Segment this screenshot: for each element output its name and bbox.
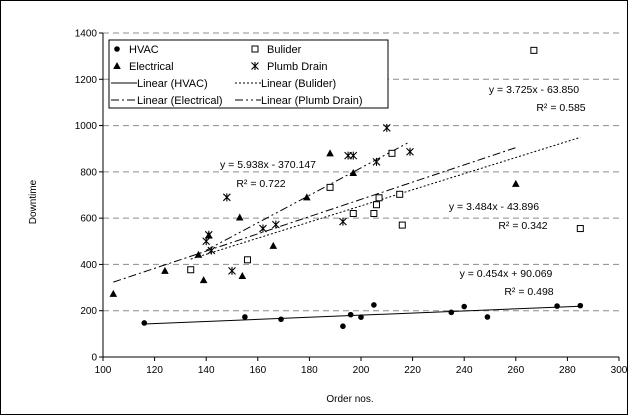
trendline-equation-1: y = 5.938x - 370.147 <box>220 159 316 171</box>
point-plumb-drain-1 <box>204 230 213 239</box>
point-electrical-7 <box>269 241 278 249</box>
x-tick-label-240: 240 <box>456 365 473 376</box>
trendline-r2-0: R² = 0.585 <box>536 102 585 114</box>
legend-label-hvac: HVAC <box>129 44 159 56</box>
point-electrical-8 <box>303 193 311 201</box>
trendline-bulider <box>190 136 581 260</box>
point-hvac-6 <box>371 302 377 308</box>
point-plumb-drain-3 <box>222 193 231 202</box>
point-electrical-3 <box>199 276 208 284</box>
y-tick-label-1200: 1200 <box>75 75 98 86</box>
data-points <box>109 46 584 330</box>
point-bulider-3 <box>349 210 357 218</box>
point-hvac-7 <box>448 309 455 316</box>
point-electrical-9 <box>326 149 334 157</box>
x-tick-label-180: 180 <box>301 365 318 376</box>
point-plumb-drain-10 <box>372 157 381 166</box>
point-plumb-drain-12 <box>406 147 414 156</box>
y-tick-label-600: 600 <box>80 214 97 225</box>
legend-trend-label-plumb-drain: Linear (Plumb Drain) <box>261 95 362 107</box>
point-bulider-7 <box>388 149 396 157</box>
trendline-equation-0: y = 3.725x - 63.850 <box>489 84 579 96</box>
x-tick-label-140: 140 <box>198 365 215 376</box>
legend-trend-label-bulider: Linear (Bulider) <box>261 78 336 90</box>
axes <box>99 32 620 361</box>
point-bulider-4 <box>370 210 378 218</box>
legend-marker-hvac <box>114 46 120 52</box>
gridlines <box>103 32 619 312</box>
point-plumb-drain-6 <box>271 220 280 229</box>
trendline-annotations: y = 3.725x - 63.850 R² = 0.585 y = 5.938x … <box>220 84 586 298</box>
point-hvac-5 <box>358 314 364 320</box>
point-hvac-0 <box>141 320 148 326</box>
legend-box <box>108 39 389 109</box>
x-tick-label-200: 200 <box>353 365 370 376</box>
trendline-equation-2: y = 3.484x - 43.896 <box>449 201 539 213</box>
point-electrical-6 <box>238 272 247 279</box>
point-bulider-8 <box>396 190 404 198</box>
point-plumb-drain-0 <box>202 237 211 246</box>
point-bulider-9 <box>398 221 406 229</box>
point-hvac-3 <box>340 323 346 330</box>
point-electrical-10 <box>349 169 358 177</box>
point-plumb-drain-11 <box>382 123 391 132</box>
point-hvac-1 <box>242 314 248 320</box>
point-plumb-drain-5 <box>259 224 267 233</box>
legend-marker-plumb-drain <box>251 62 259 70</box>
point-hvac-4 <box>347 311 354 318</box>
x-axis-label: Order nos. <box>326 394 373 405</box>
legend-label-electrical: Electrical <box>129 61 174 73</box>
legend-label-bulider: Bulider <box>267 44 302 56</box>
x-tick-label-160: 160 <box>249 365 266 376</box>
point-plumb-drain-2 <box>207 246 216 255</box>
y-tick-label-0: 0 <box>91 353 97 364</box>
point-bulider-1 <box>243 256 251 264</box>
tick-labels: 0 200 400 600 800 1000 1200 1400 100 120 140 160 180… <box>75 29 628 377</box>
legend-label-plumb-drain: Plumb Drain <box>267 61 328 73</box>
point-bulider-5 <box>372 201 380 209</box>
y-tick-label-800: 800 <box>80 167 97 178</box>
x-tick-label-280: 280 <box>559 365 576 376</box>
point-hvac-2 <box>278 316 284 323</box>
point-plumb-drain-4 <box>228 266 236 275</box>
point-electrical-0 <box>109 289 118 297</box>
trendline-electrical <box>113 147 516 283</box>
legend-marker-electrical <box>113 62 121 69</box>
y-tick-label-1000: 1000 <box>75 121 98 132</box>
point-electrical-2 <box>194 250 203 258</box>
trendline-equation-3: y = 0.454x + 90.069 <box>460 268 553 280</box>
point-bulider-10 <box>530 46 538 54</box>
point-bulider-11 <box>576 225 584 233</box>
point-electrical-1 <box>161 266 169 274</box>
legend-trend-label-electrical: Linear (Electrical) <box>137 95 223 107</box>
y-axis-label: Downtime <box>28 179 39 224</box>
y-tick-label-400: 400 <box>80 260 97 271</box>
point-plumb-drain-9 <box>349 151 358 160</box>
trendline-r2-3: R² = 0.498 <box>504 286 553 298</box>
point-electrical-11 <box>512 179 520 187</box>
point-bulider-6 <box>375 194 383 202</box>
y-tick-label-1400: 1400 <box>75 29 98 40</box>
y-tick-label-200: 200 <box>80 306 97 317</box>
x-tick-label-100: 100 <box>95 365 112 376</box>
point-hvac-11 <box>577 302 584 309</box>
x-tick-label-260: 260 <box>507 365 524 376</box>
point-bulider-2 <box>326 183 334 191</box>
point-electrical-5 <box>235 213 244 221</box>
point-hvac-10 <box>554 303 560 309</box>
point-plumb-drain-7 <box>339 217 347 226</box>
legend-trend-label-hvac: Linear (HVAC) <box>137 78 208 90</box>
x-tick-label-120: 120 <box>146 365 163 376</box>
point-hvac-9 <box>484 314 491 320</box>
x-tick-label-300: 300 <box>611 365 627 376</box>
x-tick-label-220: 220 <box>404 365 421 376</box>
legend: HVAC Bulider Electrical Plumb Drain Linear (… <box>108 39 389 109</box>
trendline-r2-1: R² = 0.722 <box>236 178 285 190</box>
trendline-r2-2: R² = 0.342 <box>498 220 547 232</box>
point-bulider-0 <box>187 266 195 274</box>
point-hvac-8 <box>461 303 468 310</box>
legend-marker-bulider <box>251 45 259 53</box>
